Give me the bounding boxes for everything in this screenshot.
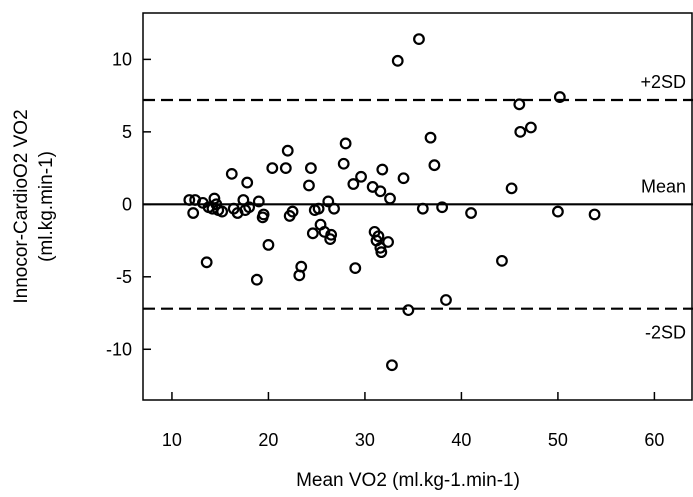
reference-lines (143, 98, 693, 310)
data-point (286, 205, 299, 218)
data-point (376, 163, 389, 176)
data-point (552, 205, 564, 218)
data-point (505, 182, 518, 195)
data-point (339, 137, 352, 150)
y-tick-label: 5 (122, 122, 132, 142)
plot-frame (142, 12, 693, 401)
data-points (183, 33, 601, 372)
data-point (216, 205, 229, 218)
data-point (252, 195, 265, 208)
data-point (496, 254, 508, 267)
y-tick-label: -5 (116, 267, 132, 287)
y-axis-title-line: (ml.kg.min-1) (36, 151, 57, 262)
data-point (295, 260, 308, 273)
x-tick-label: 30 (355, 430, 375, 450)
data-point (208, 192, 221, 205)
data-point (424, 131, 437, 144)
data-point (382, 236, 394, 248)
data-point (397, 172, 410, 185)
data-point (413, 33, 425, 45)
data-point (183, 194, 196, 206)
data-point (281, 144, 294, 157)
data-point (243, 201, 256, 214)
y-axis-title: Innocor-CardioO2 VO2 (ml.kg.min-1) (11, 109, 57, 303)
x-tick-label: 40 (451, 430, 471, 450)
data-point (279, 162, 292, 174)
data-point (384, 192, 396, 205)
y-tick-label: 10 (112, 49, 132, 69)
data-point (257, 208, 270, 221)
data-point (428, 159, 441, 172)
data-point (304, 162, 317, 174)
data-point (250, 273, 263, 286)
data-point (318, 225, 331, 238)
data-point (465, 207, 477, 219)
data-point (374, 185, 387, 198)
x-tick-label: 50 (548, 430, 568, 450)
data-point (513, 98, 526, 111)
data-point (303, 179, 315, 192)
data-point (391, 54, 404, 67)
x-axis-title: Mean VO2 (ml.kg-1.min-1) (296, 470, 520, 491)
y-axis: 10 5 0 -5 -10 (106, 49, 151, 359)
x-tick-label: 20 (258, 430, 278, 450)
data-point (337, 157, 350, 170)
data-point (325, 228, 338, 241)
data-point (200, 256, 213, 269)
data-point (588, 208, 601, 221)
data-point (355, 170, 367, 183)
data-point (374, 241, 387, 254)
data-point (514, 125, 527, 138)
data-point (386, 359, 398, 372)
reference-label: Mean (641, 176, 686, 196)
reference-label: +2SD (640, 72, 686, 92)
data-point (312, 202, 325, 215)
y-tick-label: 0 (122, 194, 132, 214)
data-point (349, 262, 362, 275)
data-point (524, 121, 537, 134)
data-point (440, 294, 452, 306)
data-point (266, 162, 279, 174)
data-point (416, 202, 429, 215)
data-point (306, 227, 319, 240)
data-point (322, 195, 335, 208)
y-tick-label: -10 (106, 339, 132, 359)
data-point (402, 304, 415, 317)
reference-labels: +2SD Mean -2SD (640, 72, 686, 343)
x-tick-label: 60 (644, 430, 664, 450)
x-axis: 10 20 30 40 50 60 (162, 392, 664, 450)
reference-label: -2SD (645, 323, 686, 343)
y-axis-title-line: Innocor-CardioO2 VO2 (11, 109, 32, 303)
data-point (225, 167, 238, 180)
data-point (328, 202, 340, 215)
data-point (372, 230, 385, 243)
data-point (187, 207, 200, 219)
data-point (553, 91, 566, 103)
x-tick-label: 10 (162, 430, 182, 450)
data-point (241, 176, 254, 189)
data-point (436, 201, 449, 214)
data-point (262, 239, 275, 251)
data-point (347, 178, 360, 190)
data-point (210, 198, 223, 211)
